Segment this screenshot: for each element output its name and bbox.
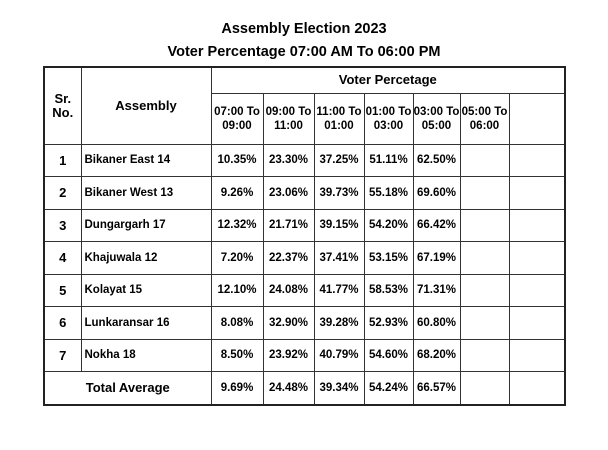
time-slot-header: 07:00 To 09:00 [210,92,264,145]
percentage-cell: 51.11% [363,143,414,177]
percentage-cell: 7.20% [210,241,264,275]
percentage-cell: 67.19% [412,241,461,275]
percentage-cell [459,241,510,275]
percentage-cell: 39.73% [313,176,365,210]
percentage-cell [459,273,510,307]
percentage-cell [508,208,566,242]
sr-no-cell: 4 [43,241,82,275]
sr-no-cell: 7 [43,338,82,372]
table-row: 6 Lunkaransar 16 8.08% 32.90% 39.28% 52.93% 60… [43,306,566,340]
total-average-cell: 24.48% [262,371,315,405]
percentage-cell: 32.90% [262,306,315,340]
percentage-cell: 23.92% [262,338,315,372]
time-slot-header: 05:00 To 06:00 [459,92,510,145]
percentage-cell: 8.08% [210,306,264,340]
percentage-cell: 55.18% [363,176,414,210]
percentage-cell [459,208,510,242]
percentage-cell: 37.41% [313,241,365,275]
percentage-cell: 39.15% [313,208,365,242]
percentage-cell [459,143,510,177]
sr-no-cell: 5 [43,273,82,307]
percentage-cell [508,241,566,275]
percentage-cell: 62.50% [412,143,461,177]
total-average-row: Total Average 9.69% 24.48% 39.34% 54.24% 66.5… [43,371,566,405]
table-row: 7 Nokha 18 8.50% 23.92% 40.79% 54.60% 68.20% [43,338,566,372]
assembly-name-cell: Lunkaransar 16 [80,306,212,340]
document-subtitle: Voter Percentage 07:00 AM To 06:00 PM [167,44,441,60]
percentage-cell: 68.20% [412,338,461,372]
percentage-cell: 21.71% [262,208,315,242]
percentage-cell: 53.15% [363,241,414,275]
sr-no-cell: 6 [43,306,82,340]
percentage-cell: 58.53% [363,273,414,307]
document-title: Assembly Election 2023 [221,21,387,37]
percentage-cell: 37.25% [313,143,365,177]
percentage-cell [508,143,566,177]
total-average-cell: 9.69% [210,371,264,405]
percentage-cell: 52.93% [363,306,414,340]
percentage-cell: 23.30% [262,143,315,177]
percentage-cell [459,176,510,210]
percentage-cell: 8.50% [210,338,264,372]
percentage-cell [459,306,510,340]
percentage-cell: 40.79% [313,338,365,372]
time-slot-header: 01:00 To 03:00 [363,92,414,145]
percentage-cell [508,273,566,307]
percentage-cell: 54.20% [363,208,414,242]
table-row: 3 Dungargarh 17 12.32% 21.71% 39.15% 54.20% 66… [43,208,566,242]
table-row: 5 Kolayat 15 12.10% 24.08% 41.77% 58.53% 71.31… [43,273,566,307]
sr-no-cell: 3 [43,208,82,242]
table-row: 4 Khajuwala 12 7.20% 22.37% 37.41% 53.15% 67.1… [43,241,566,275]
assembly-name-cell: Khajuwala 12 [80,241,212,275]
percentage-cell: 54.60% [363,338,414,372]
assembly-name-cell: Dungargarh 17 [80,208,212,242]
total-average-cell [508,371,566,405]
percentage-cell: 24.08% [262,273,315,307]
percentage-cell [508,306,566,340]
percentage-cell: 41.77% [313,273,365,307]
time-slot-header: 09:00 To 11:00 [262,92,315,145]
percentage-cell: 9.26% [210,176,264,210]
assembly-name-cell: Nokha 18 [80,338,212,372]
table-row: 2 Bikaner West 13 9.26% 23.06% 39.73% 55.18% 6… [43,176,566,210]
total-average-cell [459,371,510,405]
assembly-header: Assembly [80,66,212,145]
percentage-cell: 23.06% [262,176,315,210]
total-average-label: Total Average [43,371,212,405]
percentage-cell [508,176,566,210]
percentage-cell: 39.28% [313,306,365,340]
total-average-cell: 39.34% [313,371,365,405]
percentage-cell: 12.32% [210,208,264,242]
percentage-cell: 71.31% [412,273,461,307]
percentage-cell: 10.35% [210,143,264,177]
sr-no-cell: 1 [43,143,82,177]
assembly-name-cell: Kolayat 15 [80,273,212,307]
time-slot-header: 11:00 To 01:00 [313,92,365,145]
voter-percentage-table: Sr. No. Assembly Voter Percetage 07:00 T… [43,66,566,406]
time-slot-header [508,92,566,145]
assembly-name-cell: Bikaner West 13 [80,176,212,210]
percentage-cell: 69.60% [412,176,461,210]
percentage-cell: 60.80% [412,306,461,340]
sr-no-cell: 2 [43,176,82,210]
percentage-cell: 22.37% [262,241,315,275]
voter-percentage-header: Voter Percetage [210,66,566,94]
total-average-cell: 54.24% [363,371,414,405]
percentage-cell [508,338,566,372]
table-row: 1 Bikaner East 14 10.35% 23.30% 37.25% 51.11%… [43,143,566,177]
time-slot-header: 03:00 To 05:00 [412,92,461,145]
total-average-cell: 66.57% [412,371,461,405]
assembly-name-cell: Bikaner East 14 [80,143,212,177]
percentage-cell: 66.42% [412,208,461,242]
sr-no-header: Sr. No. [43,66,82,145]
percentage-cell [459,338,510,372]
percentage-cell: 12.10% [210,273,264,307]
